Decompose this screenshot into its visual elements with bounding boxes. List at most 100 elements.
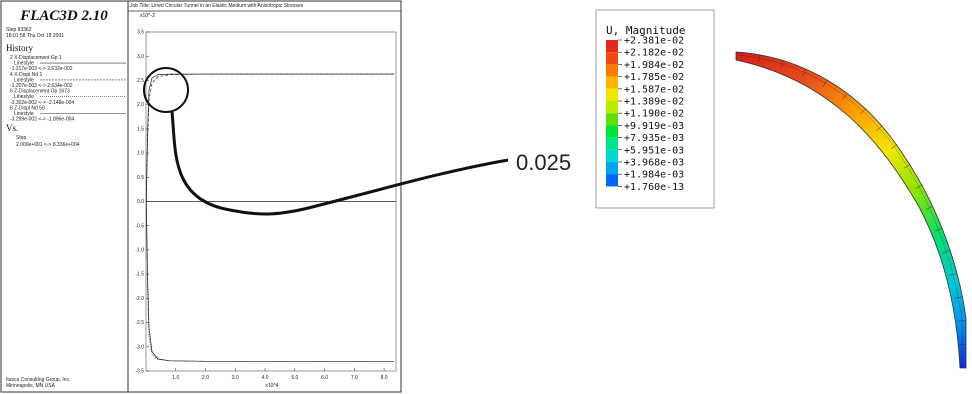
legend-swatch xyxy=(606,64,618,77)
history-linestyle: Linestyle xyxy=(14,77,34,83)
history-list: 2 X-Displacement Gp 1Linestyle-1.217e-00… xyxy=(10,55,126,123)
history-item: -3.299e-002 <-> -1.896e-004 xyxy=(10,117,74,123)
history-heading: History xyxy=(6,43,34,53)
lining-tick xyxy=(890,144,898,150)
series-line xyxy=(145,73,395,202)
lining-tick xyxy=(876,125,883,132)
y-tick-label: 2.0 xyxy=(137,102,144,108)
flac-date: 18:01:58 Thu Oct 18 2001 xyxy=(6,33,64,39)
legend-value: +2.182e-02 xyxy=(624,48,684,59)
y-tick-label: 1.5 xyxy=(137,126,144,132)
x-axis-unit: x10^4 xyxy=(265,383,278,389)
y-tick-label: 3.0 xyxy=(137,54,144,60)
legend-swatch xyxy=(606,101,618,114)
lining-tick xyxy=(758,54,761,63)
legend-value: +1.984e-02 xyxy=(624,60,684,71)
y-tick-label: -2.0 xyxy=(135,296,144,302)
lining-tick xyxy=(942,250,951,254)
legend-value: +3.968e-03 xyxy=(624,158,684,169)
lining-tick xyxy=(780,60,784,68)
y-tick-label: 0.0 xyxy=(137,199,144,205)
history-item: 6 Z-Displacement Gp 1673 xyxy=(10,89,70,95)
legend-value: +1.190e-02 xyxy=(624,109,684,120)
flac-step: Step 83362 xyxy=(6,27,32,33)
legend-swatch xyxy=(606,113,618,126)
x-tick-label: 4.0 xyxy=(262,375,269,381)
vs-item: Step xyxy=(16,135,27,141)
highlight-circle xyxy=(143,67,189,113)
legend-value: +1.984e-03 xyxy=(624,170,684,181)
x-tick-label: 1.0 xyxy=(172,375,179,381)
legend-swatch xyxy=(606,149,618,162)
history-linestyle: Linestyle xyxy=(14,111,34,117)
x-tick-label: 2.0 xyxy=(202,375,209,381)
vs-item: 2.000e+001 <-> 8.336e+004 xyxy=(16,142,80,148)
history-item: 2 X-Displacement Gp 1 xyxy=(10,55,62,61)
legend-value: +5.951e-03 xyxy=(624,145,684,156)
history-linestyle: Linestyle xyxy=(14,61,34,67)
lining-tick xyxy=(949,273,957,276)
deformed-lining xyxy=(735,51,967,369)
lining-tick xyxy=(925,206,934,210)
legend-value: +7.935e-03 xyxy=(624,133,684,144)
legend-swatch xyxy=(606,52,618,65)
y-tick-label: -1.5 xyxy=(135,272,144,278)
y-tick-label: -0.5 xyxy=(135,223,144,229)
x-tick-label: 8.0 xyxy=(381,375,388,381)
lining-tick xyxy=(954,296,963,299)
legend-value: +2.381e-02 xyxy=(624,36,684,47)
connector-line xyxy=(170,111,509,216)
callout-value: 0.025 xyxy=(516,150,571,175)
legend-value: +1.587e-02 xyxy=(624,84,684,95)
legend-value: +9.919e-03 xyxy=(624,121,684,132)
lining-tick xyxy=(860,108,866,115)
legend-title: U, Magnitude xyxy=(606,24,685,37)
footer-line: Itasca Consulting Group, Inc. xyxy=(6,377,70,383)
chart-title: Job Title: Lined Circular Tunnel in an E… xyxy=(130,3,304,9)
legend-swatch xyxy=(606,40,618,53)
history-item: -1.207e-003 <-> 2.634e-002 xyxy=(10,83,73,89)
flac-title: FLAC3D 2.10 xyxy=(19,8,108,24)
legend-swatch xyxy=(606,76,618,89)
x-tick-label: 6.0 xyxy=(321,375,328,381)
lining-tick xyxy=(915,184,923,189)
history-item: -1.217e-003 <-> 2.632e-002 xyxy=(10,66,73,72)
series-line xyxy=(145,201,395,362)
history-item: -3.302e-002 <-> -2.148e-004 xyxy=(10,100,74,106)
y-tick-label: 3.5 xyxy=(137,30,144,36)
legend-swatch xyxy=(606,174,618,187)
lining-element-ticks xyxy=(758,54,966,345)
lining-tick xyxy=(802,68,807,77)
y-axis-unit: x10^-2 xyxy=(140,13,155,19)
lining-tick xyxy=(934,227,943,232)
legend-swatch xyxy=(606,137,618,150)
y-tick-label: -3.0 xyxy=(135,344,144,350)
lining-tick xyxy=(903,163,911,169)
y-tick-label: -2.5 xyxy=(135,320,144,326)
lining-tick xyxy=(822,79,828,87)
flac-panel-frame xyxy=(0,0,402,393)
lining-midline xyxy=(735,54,963,368)
legend-value: +1.389e-02 xyxy=(624,97,684,108)
y-tick-label: -1.0 xyxy=(135,248,144,254)
y-tick-label: 1.0 xyxy=(137,151,144,157)
legend-swatch xyxy=(606,162,618,175)
history-item: 8 Z-Displ Nd 50 xyxy=(10,105,45,111)
lining-tick xyxy=(842,92,848,100)
x-tick-label: 7.0 xyxy=(351,375,358,381)
legend-swatch xyxy=(606,88,618,101)
legend-value: +1.785e-02 xyxy=(624,72,684,83)
history-item: 4 X-Displ Nd 1 xyxy=(10,72,42,78)
y-tick-label: -3.5 xyxy=(135,369,144,375)
footer-line: Minneapolis, MN USA xyxy=(6,383,56,389)
x-tick-label: 5.0 xyxy=(291,375,298,381)
history-linestyle: Linestyle xyxy=(14,94,34,100)
legend-layer: +2.381e-02+2.182e-02+1.984e-02+1.785e-02… xyxy=(606,36,684,193)
vs-heading: Vs. xyxy=(6,123,18,133)
legend-value: +1.760e-13 xyxy=(624,182,684,193)
y-tick-label: 0.5 xyxy=(137,175,144,181)
legend-swatch xyxy=(606,125,618,138)
x-tick-label: 3.0 xyxy=(232,375,239,381)
y-tick-label: 2.5 xyxy=(137,78,144,84)
